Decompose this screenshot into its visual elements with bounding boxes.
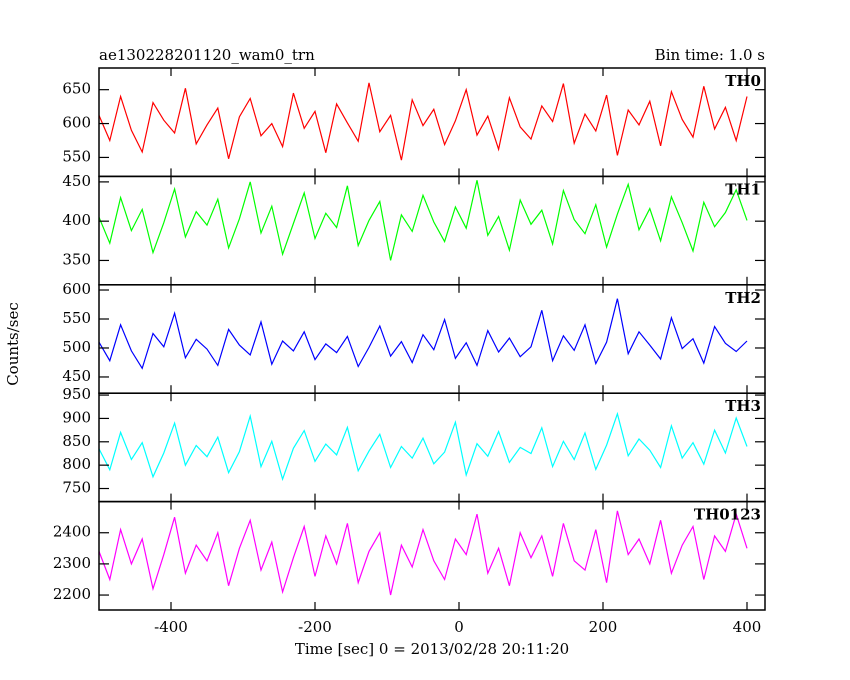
series-line xyxy=(99,510,748,596)
y-tick-label: 2300 xyxy=(53,554,91,572)
series-line xyxy=(99,180,748,261)
y-tick-label: 500 xyxy=(62,338,91,356)
y-tick-label: 550 xyxy=(62,309,91,327)
series-label: TH1 xyxy=(725,180,761,198)
series-line xyxy=(99,411,748,482)
y-tick-label: 350 xyxy=(62,250,91,268)
y-tick-label: 800 xyxy=(62,455,91,473)
panel-frame xyxy=(98,175,766,286)
y-tick-label: 450 xyxy=(62,172,91,190)
y-tick-label: 450 xyxy=(62,367,91,385)
x-tick-label: 200 xyxy=(589,618,618,636)
series-line xyxy=(99,298,748,370)
panel-frame xyxy=(98,500,766,611)
series-label: TH0 xyxy=(725,72,761,90)
y-tick-label: 2200 xyxy=(53,585,91,603)
x-tick-label: -400 xyxy=(154,618,188,636)
series-label: TH3 xyxy=(725,397,761,415)
y-tick-label: 600 xyxy=(62,280,91,298)
y-tick-label: 650 xyxy=(62,80,91,98)
series-label: TH2 xyxy=(725,289,761,307)
y-tick-label: 550 xyxy=(62,147,91,165)
y-tick-label: 900 xyxy=(62,408,91,426)
x-axis-label: Time [sec] 0 = 2013/02/28 20:11:20 xyxy=(295,640,569,658)
y-axis-label: Counts/sec xyxy=(4,302,22,386)
chart-subtitle: Bin time: 1.0 s xyxy=(655,46,765,64)
y-tick-label: 750 xyxy=(62,479,91,497)
x-tick-label: 0 xyxy=(454,618,464,636)
y-tick-label: 950 xyxy=(62,385,91,403)
x-tick-label: -200 xyxy=(298,618,332,636)
y-tick-label: 850 xyxy=(62,432,91,450)
panel-frame xyxy=(98,392,766,503)
panel-frame xyxy=(98,284,766,394)
x-tick-label: 400 xyxy=(733,618,762,636)
series-line xyxy=(99,82,748,161)
chart-title: ae130228201120_wam0_trn xyxy=(99,46,315,64)
series-label: TH0123 xyxy=(694,506,761,524)
y-tick-label: 600 xyxy=(62,114,91,132)
y-tick-label: 400 xyxy=(62,211,91,229)
y-tick-label: 2400 xyxy=(53,523,91,541)
